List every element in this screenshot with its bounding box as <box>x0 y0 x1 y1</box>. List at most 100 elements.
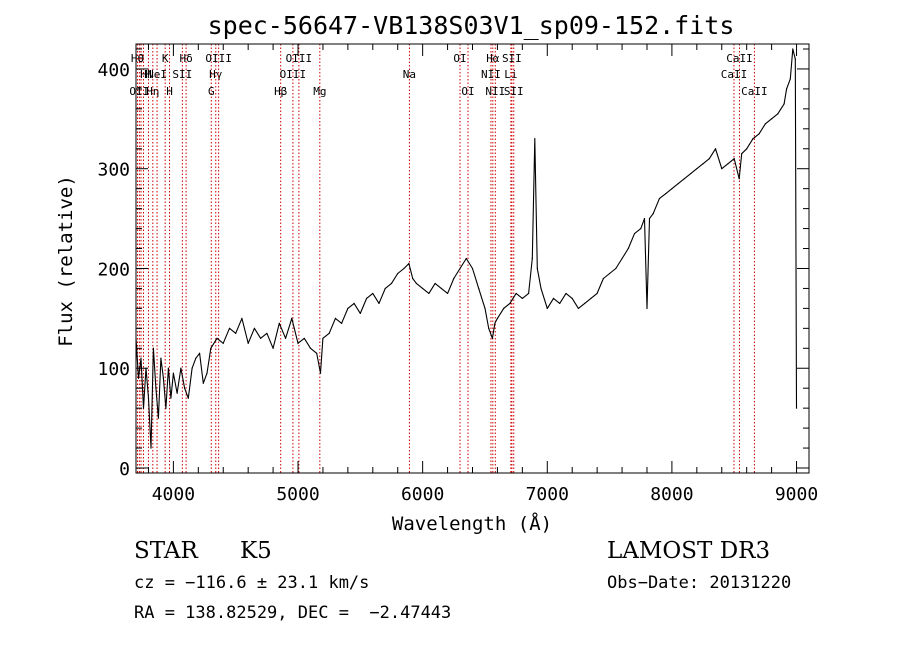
spectrum-point <box>515 292 517 295</box>
spectrum-point <box>752 138 754 140</box>
spectrum-point <box>191 367 193 369</box>
spectrum-point <box>646 307 648 309</box>
spectrum-point <box>260 337 262 339</box>
spectrum-point <box>253 327 255 329</box>
spectrum-point <box>328 332 330 334</box>
x-tick-label: 6000 <box>401 484 444 505</box>
spectrum-point <box>428 292 430 295</box>
spectrum-point <box>590 297 592 300</box>
spectrum-point <box>658 198 661 200</box>
spectrum-point <box>291 317 293 319</box>
spectrum-point <box>652 213 654 215</box>
reference-line-label: G <box>208 85 215 98</box>
reference-line-label: OI <box>461 85 474 98</box>
spectrum-point <box>170 397 172 399</box>
spectrum-point <box>403 267 405 270</box>
spectrum-point <box>777 113 779 115</box>
spectrum-point <box>422 287 424 290</box>
spectrum-point <box>167 367 170 369</box>
spectrum-point <box>187 397 189 399</box>
spectrum-point <box>160 357 162 359</box>
spectrum-point <box>162 377 165 379</box>
spectrum-point <box>365 297 368 300</box>
spectrum-point <box>714 148 717 150</box>
reference-line-label: CaII <box>741 85 768 98</box>
spectrum-point <box>608 272 611 275</box>
spectrum-point <box>596 292 598 295</box>
spectrum-point <box>353 302 355 304</box>
spectrum-point <box>584 302 586 304</box>
spectrum-point <box>671 188 673 190</box>
spectrum-point <box>284 337 287 339</box>
spectrum-point <box>372 292 374 295</box>
spectrum-point <box>527 292 530 295</box>
spectrum-point <box>147 397 150 399</box>
spectrum-point <box>378 302 380 304</box>
reference-line-label: Mg <box>313 85 326 98</box>
x-tick-label: 5000 <box>276 484 319 505</box>
spectrum-point <box>733 158 735 160</box>
reference-line-label: H <box>166 85 173 98</box>
reference-line-label: K <box>162 52 169 65</box>
y-axis-label: Flux (relative) <box>55 175 77 347</box>
spectrum-point <box>640 227 642 230</box>
obs-date-text: Obs−Date: 20131220 <box>607 573 792 593</box>
spectrum-point <box>792 48 794 50</box>
spectrum-point <box>397 272 399 275</box>
reference-line-label: H <box>145 68 152 81</box>
spectrum-point <box>412 277 414 280</box>
spectrum-point <box>247 342 249 344</box>
reference-line-label: SII <box>172 68 192 81</box>
spectrum-point <box>319 372 322 374</box>
spectrum-point <box>176 392 178 394</box>
x-axis-label: Wavelength (Å) <box>392 512 552 535</box>
spectrum-point <box>602 277 604 280</box>
spectrum-point <box>309 347 312 349</box>
spectrum-point <box>415 282 418 285</box>
spectrum-point <box>222 342 224 344</box>
spectrum-point <box>206 372 208 374</box>
spectrum-point <box>794 58 796 60</box>
reference-line-label: Hβ <box>274 85 288 98</box>
spectrum-point <box>446 292 449 295</box>
spectrum-point <box>648 217 651 220</box>
y-tick-label: 200 <box>97 259 130 280</box>
spectrum-point <box>565 292 567 295</box>
spectrum-point <box>322 337 324 339</box>
spectrum-line <box>135 48 798 449</box>
spectrum-point <box>165 407 167 409</box>
spectrum-point <box>157 417 160 419</box>
spectrum-point <box>708 158 710 160</box>
x-tick-label: 8000 <box>650 484 693 505</box>
spectrum-point <box>621 257 623 260</box>
redshift-text: cz = −116.6 ± 23.1 km/s <box>134 573 370 593</box>
spectrum-point <box>503 307 505 309</box>
spectrum-point <box>453 277 455 280</box>
spectrum-point <box>615 267 617 270</box>
spectrum-point <box>696 168 698 170</box>
reference-line-label: NII <box>481 68 501 81</box>
spectrum-point <box>764 123 766 125</box>
reference-line-label: Hδ <box>179 52 192 65</box>
spectrum-point <box>721 168 723 170</box>
coordinates-text: RA = 138.82529, DEC = −2.47443 <box>134 603 452 623</box>
spectrum-point <box>571 297 573 300</box>
axis-layer: 4000 5000 6000 7000 8000 9000 0 100 200 300 400 <box>97 43 818 505</box>
spectrum-point <box>534 138 536 140</box>
spectrum-point <box>297 342 299 344</box>
spectrum-point <box>278 322 280 324</box>
survey-name: LAMOST DR3 <box>607 538 771 564</box>
spectrum-point <box>347 307 349 309</box>
spectrum-point <box>552 297 555 300</box>
spectrum-point <box>665 193 667 195</box>
spectrum-point <box>241 317 243 319</box>
spectrum-point <box>384 287 386 290</box>
x-tick-label: 9000 <box>775 484 818 505</box>
emission-line-layer: HθOOIIHHHηNeIKHSIIHδGHγOIIIHβOIIIOIIIMgN… <box>129 44 768 473</box>
y-tick-label: 400 <box>97 60 130 81</box>
spectrum-point <box>272 347 274 349</box>
spectrum-point <box>484 307 486 309</box>
spectrum-point <box>795 407 798 409</box>
spectrum-point <box>266 332 268 334</box>
reference-line-label: OIII <box>280 68 307 81</box>
